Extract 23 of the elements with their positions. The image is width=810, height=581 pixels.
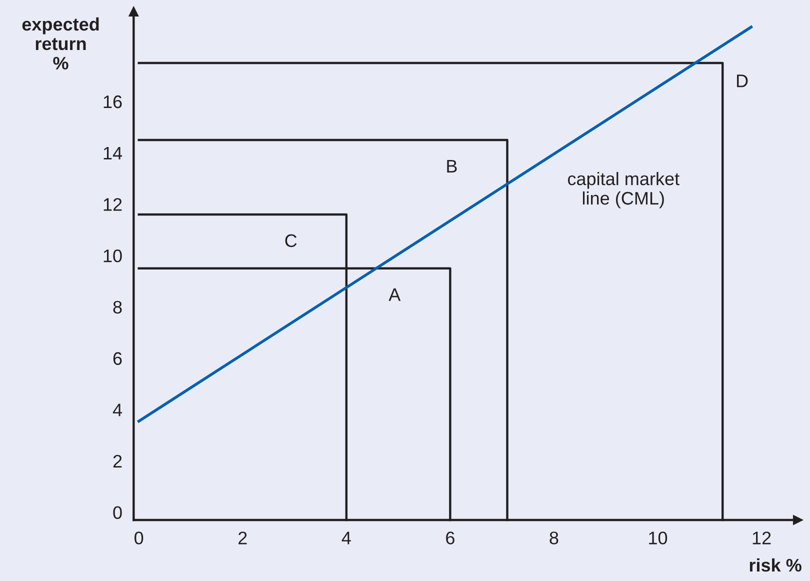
y-tick-label: 8	[113, 300, 122, 314]
x-tick-label: 10	[649, 532, 668, 544]
y-tick-label: 6	[113, 352, 122, 365]
y-axis-title: expected return %	[22, 17, 99, 70]
x-tick-label: 6	[446, 532, 454, 544]
series-label: B	[447, 160, 457, 172]
series-label: A	[388, 288, 401, 301]
x-axis-title: risk %	[750, 558, 802, 572]
x-tick-label: 4	[342, 532, 351, 544]
y-tick-label: 2	[113, 454, 122, 468]
series-label: capital market line (CML)	[568, 172, 680, 208]
x-tick-label: 12	[752, 532, 771, 544]
series-label: C	[285, 234, 297, 248]
series-label: D	[737, 74, 748, 88]
y-tick-label: 14	[104, 146, 122, 160]
y-tick-label: 10	[104, 249, 122, 262]
x-tick-label: 2	[238, 532, 247, 544]
y-tick-label: 0	[113, 506, 122, 520]
y-tick-label: 4	[112, 404, 122, 416]
y-tick-label: 12	[104, 198, 122, 211]
x-tick-label: 0	[134, 532, 144, 544]
y-tick-label: 16	[104, 95, 122, 108]
x-tick-label: 8	[550, 532, 558, 544]
